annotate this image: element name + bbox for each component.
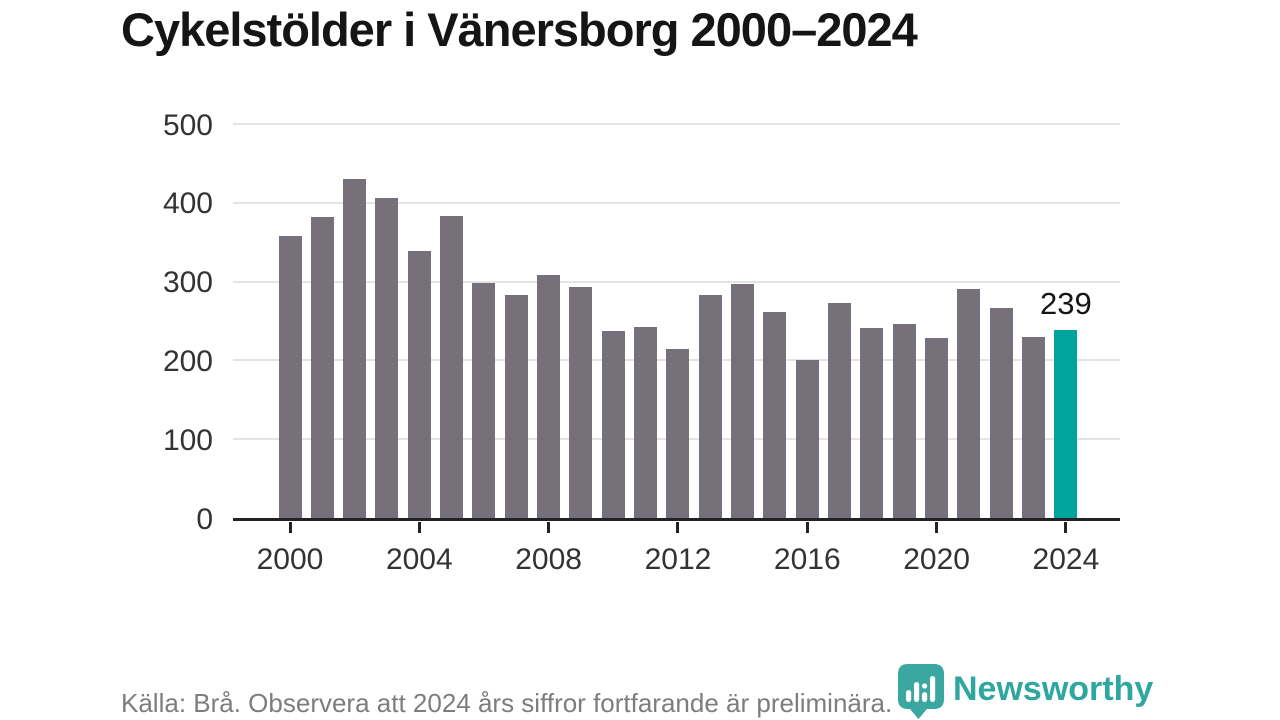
y-tick-label: 500 [162,108,213,142]
x-tick-label: 2004 [385,543,453,576]
x-tick-label: 2008 [515,543,582,576]
bar-2021 [957,288,981,518]
source-note: Källa: Brå. Observera att 2024 års siffr… [121,688,893,718]
x-tick-label: 2012 [644,543,712,576]
bar-2023 [1022,336,1046,518]
y-tick-label: 400 [162,187,213,221]
gridline-400 [233,201,1120,204]
bar-2019 [892,324,916,518]
bar-2017 [828,302,852,518]
x-tick-label: 2024 [1032,543,1100,576]
bar-2006 [472,283,496,518]
bar-2012 [666,348,690,518]
x-tick-mark [1064,522,1068,533]
bar-2004 [407,250,431,518]
x-tick-label: 2016 [773,543,841,576]
plot-area [233,123,1120,521]
x-tick-mark [805,522,809,533]
x-tick-label: 2020 [903,543,970,576]
bar-2009 [569,287,593,518]
bar-2002 [343,179,367,518]
gridline-300 [233,280,1120,283]
highlight-value-label: 239 [1040,286,1092,321]
y-tick-label: 200 [162,344,213,378]
bar-2022 [989,307,1013,518]
bar-2010 [601,331,625,518]
gridline-500 [233,123,1120,125]
bar-2015 [763,311,787,518]
bar-2005 [440,216,464,518]
bar-2003 [375,198,399,518]
bar-2020 [925,337,949,518]
x-tick-mark [288,522,292,533]
chart-title: Cykelstölder i Vänersborg 2000–2024 [121,3,918,56]
bar-2013 [698,295,722,518]
x-tick-mark [676,522,680,533]
bar-2018 [860,328,884,518]
y-tick-label: 0 [196,502,213,536]
y-tick-label: 300 [162,266,213,300]
bar-2014 [731,283,755,518]
x-tick-label: 2000 [256,543,324,576]
bar-2000 [278,235,302,518]
bar-2008 [537,275,561,518]
bar-2007 [504,295,528,518]
newsworthy-brand: Newsworthy [897,663,1187,720]
bar-2011 [634,326,658,518]
bar-2016 [795,360,819,518]
x-tick-mark [935,522,939,533]
bar-2001 [310,216,334,518]
brand-name: Newsworthy [953,670,1154,708]
x-tick-mark [417,522,421,533]
newsworthy-logo-icon [898,664,944,719]
bar-2024 [1054,329,1078,518]
y-tick-label: 100 [162,423,213,457]
x-tick-mark [547,522,551,533]
